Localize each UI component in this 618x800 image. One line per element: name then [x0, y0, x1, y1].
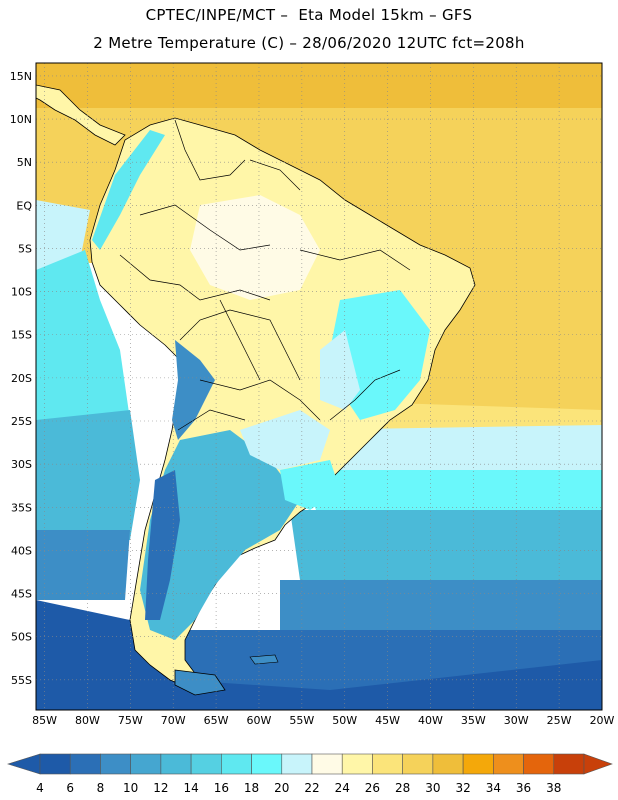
land-falklands	[249, 654, 279, 665]
colorbar-label: 18	[244, 781, 259, 795]
lon-tick-label: 85W	[32, 714, 57, 727]
colorbar-label: 8	[97, 781, 105, 795]
lat-tick-label: 15S	[11, 329, 32, 342]
land-patagonia	[140, 430, 300, 640]
colorbar-label: 36	[516, 781, 531, 795]
field-pacific-cyan	[36, 250, 130, 430]
colorbar-label: 16	[214, 781, 229, 795]
colorbar-swatch	[190, 753, 222, 775]
colorbar-label: 14	[183, 781, 198, 795]
lon-tick-labels: 85W 80W 75W 70W 65W 60W 55W 50W 45W 40W 35W 30W 25W 2…	[32, 714, 614, 727]
colorbar-swatch	[100, 753, 131, 775]
land-andes-central	[172, 340, 215, 440]
lat-tick-label: EQ	[16, 199, 32, 212]
lon-tick-label: 80W	[75, 714, 100, 727]
lat-tick-label: 5S	[18, 242, 32, 255]
land-uruguay-cyan	[280, 460, 340, 510]
lon-tick-label: 50W	[332, 714, 357, 727]
colorbar-swatch	[432, 753, 464, 775]
lon-tick-label: 25W	[547, 714, 572, 727]
colorbar-swatch	[69, 753, 101, 775]
colorbar-label: 26	[365, 781, 380, 795]
colorbar-label: 22	[304, 781, 319, 795]
lon-tick-label: 45W	[375, 714, 400, 727]
lon-tick-label: 70W	[161, 714, 186, 727]
colorbar-swatch	[39, 753, 71, 775]
colorbar-swatch	[160, 753, 192, 775]
colorbar-swatch	[251, 753, 283, 775]
land-andes-north	[92, 130, 165, 250]
country-borders	[119, 119, 411, 431]
lon-tick-label: 65W	[204, 714, 229, 727]
lat-tick-label: 25S	[11, 415, 32, 428]
lat-tick-label: 10N	[10, 113, 32, 126]
lat-tick-label: 35S	[11, 501, 32, 514]
colorbar-label: 30	[425, 781, 440, 795]
colorbar-label: 6	[66, 781, 74, 795]
colorbar-label: 12	[153, 781, 168, 795]
lat-tick-labels: 15N 10N 5N EQ 5S 10S 15S 20S 25S 30S 35S 40S 45S 50S 5…	[10, 70, 33, 687]
title-line-1: CPTEC/INPE/MCT – Eta Model 15km – GFS	[145, 6, 473, 24]
lon-tick-label: 55W	[289, 714, 314, 727]
lon-tick-label: 40W	[418, 714, 443, 727]
land-south-andes-deep	[145, 470, 180, 620]
colorbar-swatch	[462, 753, 494, 775]
colorbar-swatch	[372, 753, 403, 775]
colorbar-swatch	[311, 753, 343, 775]
land-central-america	[36, 84, 126, 146]
lon-tick-label: 60W	[247, 714, 272, 727]
colorbar-label: 28	[395, 781, 410, 795]
colorbar-swatch	[130, 753, 162, 775]
temperature-map: 85W 80W 75W 70W 65W 60W 55W 50W 45W 40W 35W 30W 25W 2…	[10, 62, 615, 727]
land-pampas-pale	[240, 410, 330, 470]
colorbar-label: 4	[36, 781, 44, 795]
colorbar-label: 32	[455, 781, 470, 795]
colorbar-high-arrow	[583, 753, 613, 775]
land-tierra-del-fuego	[174, 669, 226, 696]
colorbar-label: 38	[546, 781, 561, 795]
title-line-2: 2 Metre Temperature (C) – 28/06/2020 12U…	[93, 34, 525, 52]
lon-tick-label: 30W	[504, 714, 529, 727]
colorbar-label: 24	[335, 781, 350, 795]
field-pacific-blue	[36, 530, 130, 600]
colorbar-label: 10	[123, 781, 138, 795]
colorbar-label: 34	[486, 781, 501, 795]
lon-tick-label: 20W	[590, 714, 615, 727]
lon-tick-label: 75W	[118, 714, 143, 727]
colorbar-swatch	[523, 753, 555, 775]
lon-tick-label: 35W	[461, 714, 486, 727]
lat-tick-label: 40S	[11, 544, 32, 557]
lat-tick-label: 50S	[11, 631, 32, 644]
colorbar-swatch	[493, 753, 524, 775]
lat-tick-label: 5N	[17, 156, 32, 169]
colorbar-swatch	[553, 753, 585, 775]
field-pacific-teal	[36, 410, 140, 540]
lat-tick-label: 45S	[11, 588, 32, 601]
field-north-hot	[36, 63, 602, 108]
field-atlantic-teal	[290, 510, 602, 600]
colorbar-label: 20	[274, 781, 289, 795]
colorbar-swatch	[221, 753, 252, 775]
lat-tick-label: 55S	[11, 674, 32, 687]
lat-tick-label: 10S	[11, 286, 32, 299]
plot-frame	[35, 62, 603, 711]
colorbar-swatch	[341, 753, 373, 775]
land-brazil-highlands-pale	[320, 330, 360, 410]
colorbar-swatch	[402, 753, 434, 775]
colorbar-low-arrow	[6, 753, 41, 775]
lat-tick-label: 30S	[11, 458, 32, 471]
lat-tick-label: 15N	[10, 70, 32, 83]
color-scale-bar: 4 6 8 10 12 14 16 18 20 22 24 26 28 30 32 34 36 38	[6, 753, 613, 795]
lat-tick-label: 20S	[11, 372, 32, 385]
colorbar-swatch	[281, 753, 313, 775]
